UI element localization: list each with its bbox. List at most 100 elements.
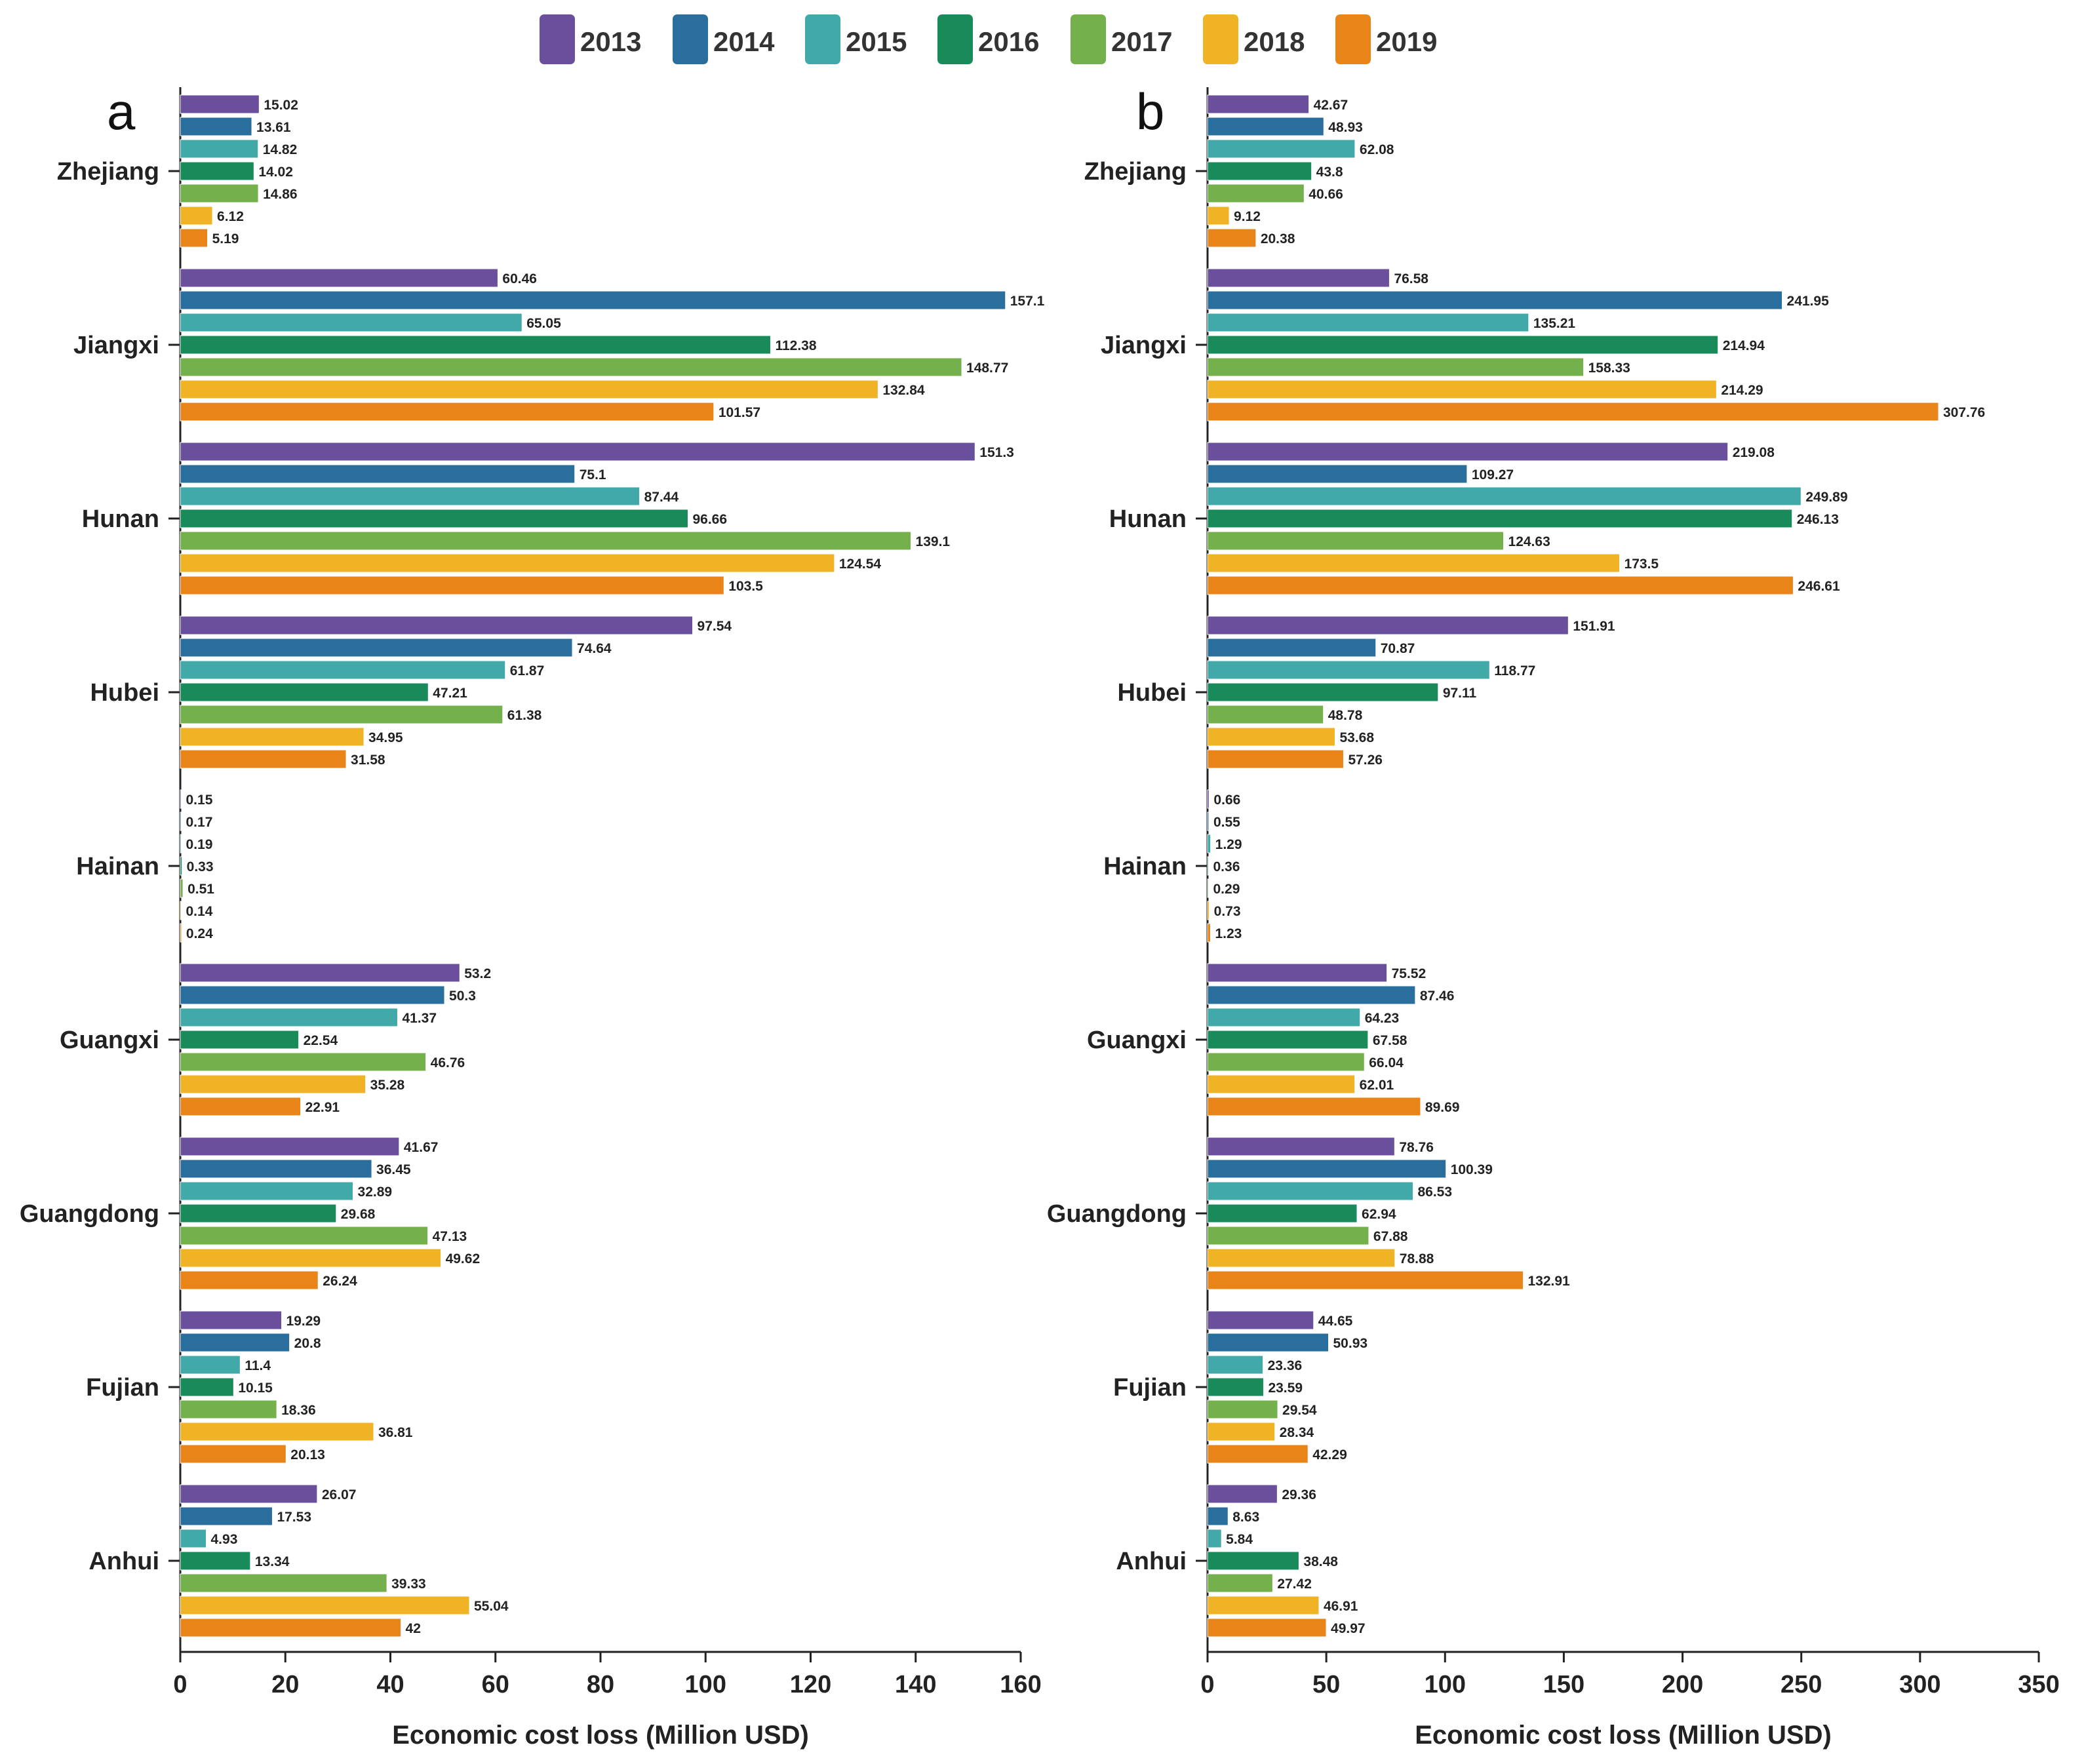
category-group-jiangxi: Jiangxi 60.46 157.1 65.05 112.38 148.77 132.84… [73, 268, 1045, 421]
bar-2018-hunan [180, 553, 835, 573]
data-label: 96.66 [692, 512, 727, 527]
data-label: 53.2 [464, 966, 491, 981]
bar-2016-hainan [1207, 856, 1209, 876]
data-label: 0.24 [186, 926, 213, 941]
data-label: 75.1 [580, 467, 606, 482]
x-tick-label: 140 [895, 1671, 936, 1698]
data-label: 157.1 [1010, 294, 1045, 309]
category-label: Anhui [1116, 1548, 1187, 1575]
data-label: 14.82 [263, 142, 298, 157]
x-tick-label: 350 [2018, 1671, 2059, 1698]
data-label: 20.38 [1261, 231, 1295, 246]
category-label: Hainan [76, 853, 159, 880]
bar-2018-hainan [180, 901, 182, 920]
data-label: 87.46 [1420, 989, 1455, 1004]
legend-item-2013: 2013 [540, 14, 641, 64]
data-label: 4.93 [211, 1532, 238, 1547]
x-tick-label: 20 [271, 1671, 299, 1698]
data-label: 66.04 [1369, 1055, 1404, 1070]
bar-2014-guangdong [180, 1159, 372, 1179]
bar-2015-hubei [180, 660, 506, 680]
x-tick-label: 60 [482, 1671, 509, 1698]
legend-label-2014: 2014 [713, 26, 775, 57]
bar-2013-guangdong [1207, 1137, 1395, 1156]
data-label: 148.77 [966, 361, 1008, 376]
data-label: 124.63 [1508, 534, 1550, 549]
category-label: Zhejiang [1084, 158, 1187, 186]
data-label: 32.89 [358, 1185, 393, 1200]
data-label: 67.88 [1373, 1229, 1408, 1244]
bar-2019-hainan [180, 923, 182, 943]
bar-2013-guangxi [1207, 963, 1388, 983]
data-label: 103.5 [728, 579, 763, 594]
legend-label-2016: 2016 [978, 26, 1039, 57]
data-label: 50.3 [449, 989, 476, 1004]
legend-label-2013: 2013 [580, 26, 641, 57]
bar-2018-guangdong [180, 1248, 442, 1268]
bar-2017-guangdong [180, 1226, 429, 1245]
bar-2015-jiangxi [1207, 313, 1529, 332]
bar-2014-fujian [180, 1333, 290, 1352]
data-label: 46.76 [431, 1055, 465, 1070]
data-label: 49.62 [446, 1251, 481, 1266]
bar-2014-anhui [180, 1506, 273, 1526]
data-label: 50.93 [1333, 1336, 1368, 1351]
legend-item-2017: 2017 [1071, 14, 1172, 64]
data-label: 53.68 [1339, 730, 1374, 745]
data-label: 60.46 [502, 271, 537, 286]
data-label: 57.26 [1348, 753, 1383, 768]
data-label: 75.52 [1392, 966, 1427, 981]
bar-2018-zhejiang [1207, 206, 1230, 225]
data-label: 22.54 [304, 1033, 338, 1048]
bar-2015-anhui [180, 1529, 207, 1548]
bar-2019-anhui [180, 1618, 402, 1637]
bar-2019-zhejiang [180, 228, 208, 248]
data-label: 20.8 [294, 1336, 321, 1351]
legend-label-2015: 2015 [846, 26, 907, 57]
bar-2015-zhejiang [1207, 139, 1356, 159]
legend-swatch-2013 [540, 14, 575, 64]
bar-2015-anhui [1207, 1529, 1222, 1548]
category-label: Guangdong [1047, 1200, 1187, 1228]
data-label: 219.08 [1733, 445, 1775, 460]
data-label: 26.07 [322, 1487, 357, 1502]
data-label: 241.95 [1787, 294, 1830, 309]
category-group-hainan: Hainan 0.66 0.55 1.29 0.36 0.29 0.73 1.23 [1103, 789, 1242, 943]
bar-2015-jiangxi [180, 313, 522, 332]
category-group-hainan: Hainan 0.15 0.17 0.19 0.33 0.51 0.14 0.24 [76, 789, 214, 943]
bar-2017-anhui [1207, 1573, 1273, 1593]
bar-2013-hunan [180, 442, 975, 461]
bar-2013-hunan [1207, 442, 1729, 461]
data-label: 13.61 [256, 120, 291, 135]
bar-2017-zhejiang [1207, 184, 1305, 203]
data-label: 15.02 [264, 98, 298, 113]
category-group-anhui: Anhui 29.36 8.63 5.84 38.48 27.42 46.91 49.97 [1116, 1484, 1366, 1637]
data-label: 14.86 [263, 187, 298, 202]
legend-label-2017: 2017 [1111, 26, 1172, 57]
bar-2015-fujian [1207, 1355, 1264, 1375]
bar-2017-fujian [180, 1400, 277, 1419]
legend-swatch-2014 [673, 14, 708, 64]
data-label: 151.91 [1573, 619, 1615, 634]
bar-2018-fujian [180, 1422, 374, 1441]
bar-2017-jiangxi [180, 357, 962, 377]
bar-2016-anhui [180, 1551, 251, 1571]
bar-2014-hainan [180, 812, 182, 831]
data-label: 0.17 [186, 815, 213, 830]
category-group-hubei: Hubei 151.91 70.87 118.77 97.11 48.78 53.68 57.… [1117, 616, 1615, 769]
data-label: 29.36 [1282, 1487, 1316, 1502]
data-label: 34.95 [368, 730, 403, 745]
bar-2018-guangxi [1207, 1074, 1356, 1094]
bar-2015-guangxi [1207, 1008, 1361, 1027]
category-group-jiangxi: Jiangxi 76.58 241.95 135.21 214.94 158.33 214.… [1101, 268, 1985, 421]
data-label: 1.29 [1215, 837, 1242, 852]
legend-item-2015: 2015 [805, 14, 907, 64]
bar-2014-hunan [1207, 464, 1468, 484]
legend: 2013 2014 2015 2016 2017 2018 2019 [540, 14, 1437, 64]
bar-2014-zhejiang [1207, 117, 1324, 136]
bar-2016-zhejiang [180, 161, 254, 181]
category-label: Guangxi [1087, 1027, 1187, 1054]
data-label: 62.08 [1360, 142, 1394, 157]
bar-2015-hainan [1207, 834, 1211, 853]
